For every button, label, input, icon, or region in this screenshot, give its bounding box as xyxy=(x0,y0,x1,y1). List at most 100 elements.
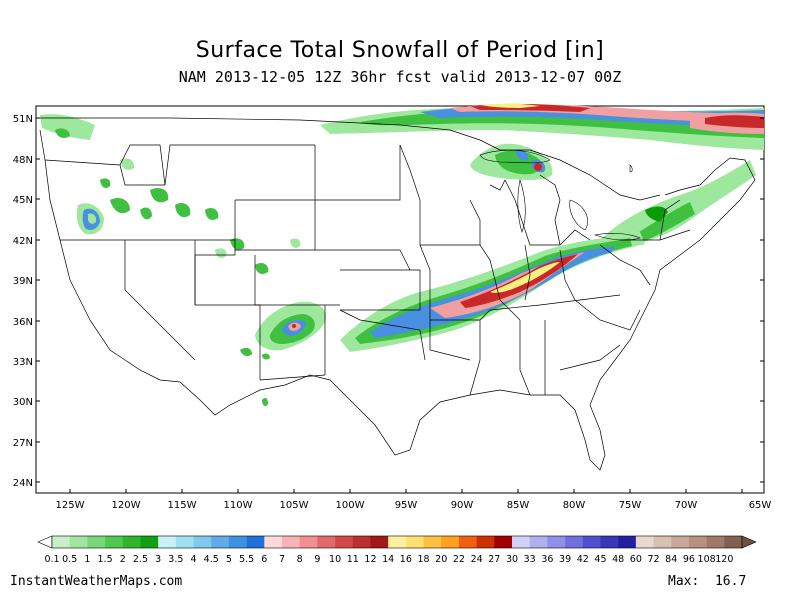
legend-swatch xyxy=(140,536,159,548)
legend-swatch xyxy=(122,536,141,548)
lat-label: 36N xyxy=(13,317,33,328)
legend-swatch xyxy=(706,536,725,548)
legend-label: 14 xyxy=(382,554,394,565)
legend-swatch xyxy=(158,536,177,548)
legend-label: 8 xyxy=(297,554,303,565)
lat-labels: 51N 48N 45N 42N 39N 36N 33N 30N 27N 24N xyxy=(13,114,33,489)
lon-label: 85W xyxy=(507,500,530,511)
legend-label: 36 xyxy=(541,554,553,565)
legend-swatch xyxy=(211,536,230,548)
legend-label: 22 xyxy=(453,554,465,565)
legend-label: 27 xyxy=(488,554,500,565)
lat-label: 24N xyxy=(13,478,33,489)
site-credit: InstantWeatherMaps.com xyxy=(10,574,183,589)
legend-swatch xyxy=(582,536,601,548)
lat-label: 30N xyxy=(13,397,33,408)
legend-label: 108 xyxy=(698,554,716,565)
lon-label: 105W xyxy=(280,500,309,511)
legend-label: 3.5 xyxy=(168,554,183,565)
legend-swatch xyxy=(547,536,566,548)
legend-label: 48 xyxy=(612,554,624,565)
max-value: 16.7 xyxy=(714,574,747,589)
lon-label: 95W xyxy=(395,500,418,511)
legend-label: 30 xyxy=(506,554,518,565)
lon-labels: 125W 120W 115W 110W 105W 100W 95W 90W 85… xyxy=(56,500,772,511)
legend-swatch xyxy=(352,536,371,548)
legend-swatch xyxy=(724,536,743,548)
lat-label: 42N xyxy=(13,236,33,247)
lat-label: 51N xyxy=(13,114,33,125)
legend-swatch xyxy=(458,536,477,548)
lon-label: 70W xyxy=(675,500,698,511)
legend-label: 33 xyxy=(524,554,536,565)
legend-label: 7 xyxy=(279,554,285,565)
legend-swatch xyxy=(52,536,70,548)
legend-swatch xyxy=(618,536,637,548)
legend-label: 0.1 xyxy=(44,554,59,565)
lat-label: 45N xyxy=(13,195,33,206)
max-value-readout: Max: 16.7 xyxy=(668,574,746,589)
legend-label: 120 xyxy=(715,554,733,565)
color-legend: 0.1 0.5 1 1.5 2 2.5 3 3.5 4 4.5 5 5.5 6 7 8 9 10 11 12 14 16… xyxy=(37,535,757,565)
legend-swatch xyxy=(441,536,460,548)
legend-swatch xyxy=(635,536,654,548)
legend-arrow-left xyxy=(37,535,53,549)
lat-label: 39N xyxy=(13,276,33,287)
lon-label: 100W xyxy=(336,500,365,511)
legend-swatch xyxy=(228,536,247,548)
legend-swatch xyxy=(423,536,442,548)
chart-subtitle: NAM 2013-12-05 12Z 36hr fcst valid 2013-… xyxy=(178,68,622,86)
legend-swatch xyxy=(494,536,513,548)
legend-label: 10 xyxy=(329,554,341,565)
max-label: Max: xyxy=(668,574,700,589)
state-boundaries xyxy=(39,117,756,471)
legend-label: 45 xyxy=(594,554,606,565)
legend-label: 20 xyxy=(435,554,447,565)
lake-outlines xyxy=(479,149,641,241)
legend-label: 1.5 xyxy=(98,554,113,565)
legend-label: 9 xyxy=(314,554,320,565)
legend-swatch xyxy=(388,536,407,548)
legend-swatch xyxy=(87,536,106,548)
legend-swatch xyxy=(405,536,424,548)
legend-label: 5 xyxy=(226,554,232,565)
lon-label: 65W xyxy=(749,500,772,511)
legend-label: 39 xyxy=(559,554,571,565)
legend-label: 72 xyxy=(647,554,659,565)
legend-label: 16 xyxy=(400,554,412,565)
legend-label: 6 xyxy=(261,554,267,565)
legend-label: 42 xyxy=(577,554,589,565)
legend-label: 2 xyxy=(120,554,126,565)
legend-label: 4 xyxy=(191,554,197,565)
lon-label: 80W xyxy=(563,500,586,511)
legend-label: 18 xyxy=(417,554,429,565)
lon-ticks xyxy=(69,489,743,493)
legend-label: 1 xyxy=(84,554,90,565)
lat-ticks xyxy=(36,117,764,483)
legend-arrow-right xyxy=(741,535,757,549)
legend-label: 11 xyxy=(347,554,359,565)
legend-label: 2.5 xyxy=(133,554,148,565)
legend-swatch xyxy=(688,536,707,548)
lat-label: 27N xyxy=(13,438,33,449)
legend-label: 84 xyxy=(665,554,677,565)
lon-label: 125W xyxy=(56,500,85,511)
legend-swatch xyxy=(512,536,530,548)
lon-label: 115W xyxy=(168,500,197,511)
legend-swatch xyxy=(600,536,619,548)
legend-swatch xyxy=(370,536,389,548)
legend-swatch xyxy=(175,536,194,548)
legend-swatch xyxy=(299,536,318,548)
legend-label: 12 xyxy=(364,554,376,565)
legend-swatch xyxy=(317,536,336,548)
legend-swatch xyxy=(653,536,672,548)
lat-label: 48N xyxy=(13,155,33,166)
legend-swatch xyxy=(264,536,283,548)
legend-swatch xyxy=(193,536,212,548)
legend-label: 5.5 xyxy=(239,554,254,565)
legend-swatch xyxy=(69,536,88,548)
legend-label: 96 xyxy=(683,554,695,565)
lon-label: 75W xyxy=(619,500,642,511)
snow-band-northeast xyxy=(600,160,756,250)
